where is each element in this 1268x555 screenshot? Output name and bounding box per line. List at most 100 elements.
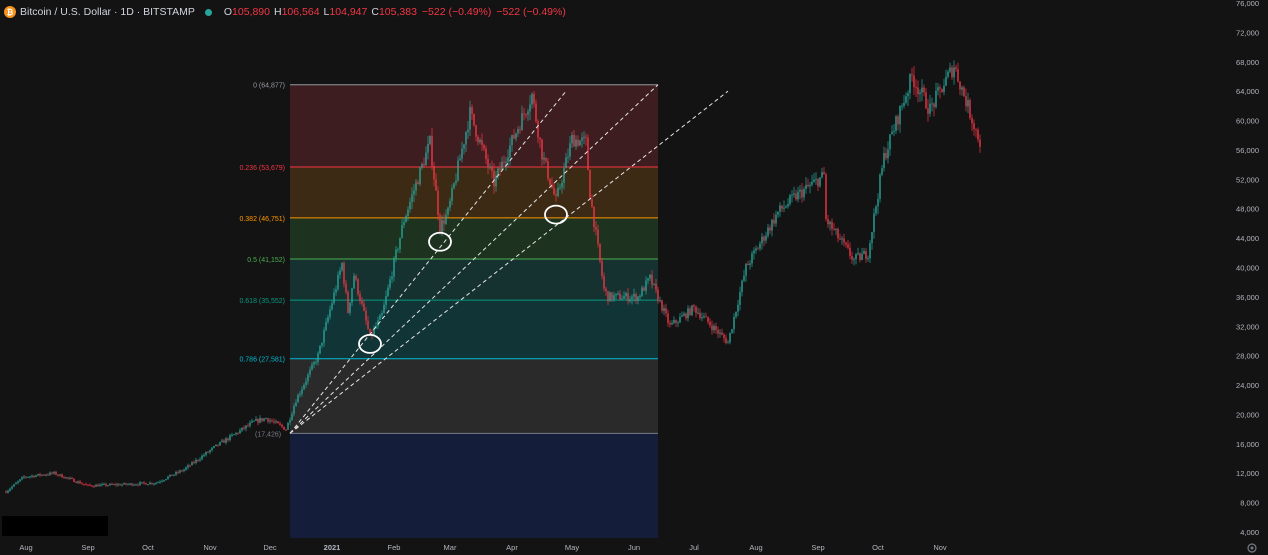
candle-body — [89, 484, 91, 486]
candle-body — [495, 175, 497, 187]
candle-body — [275, 421, 277, 423]
candle-body — [7, 490, 9, 493]
candle-body — [343, 263, 345, 284]
gear-icon[interactable] — [1246, 542, 1258, 554]
time-tick-label: Nov — [203, 543, 217, 552]
candle-body — [193, 462, 195, 464]
candle-body — [409, 201, 411, 210]
price-tick-label: 20,000 — [1236, 410, 1259, 419]
candle-body — [33, 475, 35, 477]
candle-body — [369, 328, 371, 334]
candle-body — [213, 446, 215, 448]
candle-body — [969, 99, 971, 118]
candle-body — [169, 474, 171, 477]
candle-body — [831, 221, 833, 229]
candle-body — [137, 484, 139, 486]
candle-body — [509, 145, 511, 158]
candle-body — [83, 483, 85, 485]
candle-body — [915, 87, 917, 89]
candle-body — [183, 469, 185, 471]
candle-body — [801, 189, 803, 198]
candle-body — [949, 67, 951, 72]
candle-body — [467, 129, 469, 133]
candle-body — [735, 311, 737, 317]
candle-body — [459, 158, 461, 161]
price-axis[interactable]: 4,000 8,000 12,000 16,000 20,000 24,000 28,000… — [1236, 0, 1259, 537]
candle-body — [979, 139, 981, 147]
candle-body — [41, 474, 43, 476]
candle-body — [833, 228, 835, 230]
candle-body — [787, 204, 789, 207]
trend-lines[interactable] — [289, 84, 729, 434]
symbol-title[interactable]: Bitcoin / U.S. Dollar · 1D · BITSTAMP — [20, 6, 195, 18]
fib-band — [290, 300, 658, 359]
candle-body — [893, 130, 895, 132]
candle-body — [751, 253, 753, 264]
candle-body — [805, 184, 807, 189]
candle-body — [953, 67, 955, 78]
high-label: H — [273, 6, 282, 18]
candle-body — [199, 459, 201, 461]
candle-body — [771, 219, 773, 231]
candle-body — [423, 164, 425, 166]
price-change: −522 (−0.49%) — [421, 6, 492, 18]
candle-body — [59, 474, 61, 476]
candle-body — [481, 140, 483, 145]
candle-body — [929, 103, 931, 114]
candle-body — [975, 129, 977, 131]
candle-body — [753, 250, 755, 254]
candle-body — [545, 157, 547, 162]
candle-body — [559, 187, 561, 189]
candle-body — [145, 483, 147, 485]
candle-body — [307, 374, 309, 382]
time-tick-label: Dec — [263, 543, 277, 552]
candle-body — [431, 135, 433, 166]
time-tick-label: 2021 — [324, 543, 341, 552]
candle-body — [691, 305, 693, 316]
candle-body — [311, 364, 313, 370]
candle-body — [617, 293, 619, 295]
candle-body — [313, 362, 315, 365]
candle-body — [79, 481, 81, 484]
candle-body — [963, 87, 965, 97]
time-tick-label: Nov — [933, 543, 947, 552]
trend-line — [289, 90, 567, 434]
candle-body — [287, 422, 289, 430]
candle-body — [583, 136, 585, 138]
candle-body — [757, 248, 759, 250]
candle-body — [731, 329, 733, 333]
candle-body — [701, 317, 703, 319]
price-tick-label: 8,000 — [1240, 499, 1259, 508]
candle-body — [63, 477, 65, 479]
candle-body — [587, 137, 589, 171]
candle-body — [443, 220, 445, 224]
candle-body — [581, 137, 583, 141]
candle-body — [783, 207, 785, 209]
candle-body — [389, 279, 391, 288]
candle-body — [45, 474, 47, 476]
time-axis[interactable]: Aug Sep Oct Nov Dec 2021 Feb Mar Apr May Jun Jul Aug… — [19, 543, 947, 552]
candle-body — [427, 143, 429, 153]
candle-body — [557, 187, 559, 197]
time-tick-label: Aug — [749, 543, 762, 552]
candle-body — [497, 168, 499, 176]
candle-body — [841, 238, 843, 240]
candle-body — [935, 90, 937, 107]
candle-body — [527, 111, 529, 115]
candle-body — [321, 342, 323, 346]
bitcoin-icon: ₿ — [4, 6, 16, 18]
candle-body — [913, 75, 915, 88]
candle-body — [817, 178, 819, 187]
candle-body — [125, 483, 127, 485]
candle-body — [891, 131, 893, 135]
candle-body — [711, 325, 713, 331]
candle-body — [75, 481, 77, 483]
fib-band — [290, 433, 658, 538]
close-label: C — [371, 6, 379, 18]
trend-line — [289, 90, 729, 434]
candle-body — [819, 177, 821, 187]
candle-body — [353, 275, 355, 289]
fibonacci-retracement[interactable]: 0 (64,877) 0.236 (53,679) 0.382 (46,751) 0.… — [239, 83, 658, 538]
candle-body — [265, 418, 267, 420]
